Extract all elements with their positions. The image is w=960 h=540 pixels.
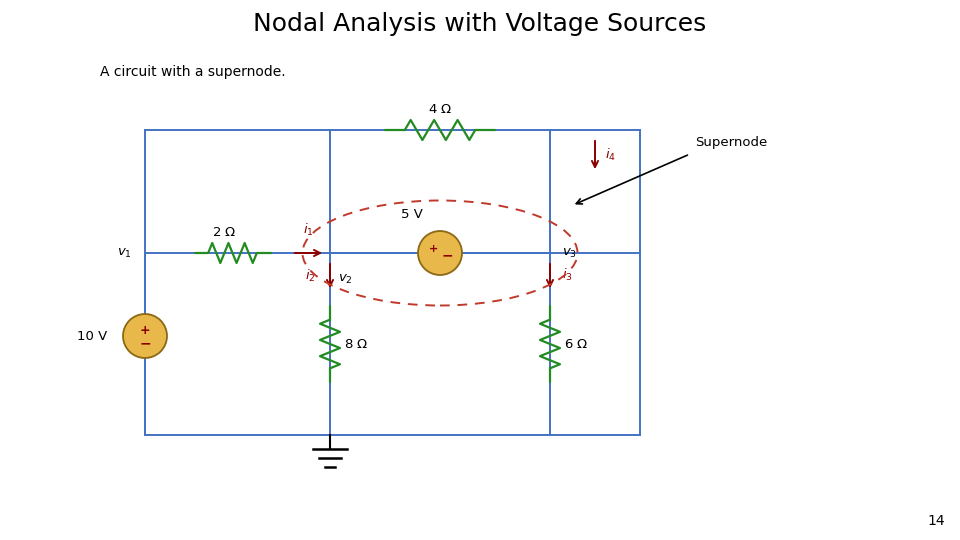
Text: $v_2$: $v_2$ xyxy=(338,273,352,286)
Text: 6 $\Omega$: 6 $\Omega$ xyxy=(564,338,588,350)
Text: $v_3$: $v_3$ xyxy=(562,246,577,260)
Text: Nodal Analysis with Voltage Sources: Nodal Analysis with Voltage Sources xyxy=(253,12,707,36)
Text: +: + xyxy=(428,244,438,254)
Text: 8 $\Omega$: 8 $\Omega$ xyxy=(344,338,369,350)
Circle shape xyxy=(123,314,167,358)
Text: 10 V: 10 V xyxy=(77,329,107,342)
Text: +: + xyxy=(140,323,151,336)
Text: 14: 14 xyxy=(927,514,945,528)
Text: $i_3$: $i_3$ xyxy=(562,267,573,283)
Text: −: − xyxy=(139,336,151,350)
Text: −: − xyxy=(442,248,453,262)
Text: $i_2$: $i_2$ xyxy=(305,268,316,284)
Text: 2 $\Omega$: 2 $\Omega$ xyxy=(212,226,236,239)
Text: $v_1$: $v_1$ xyxy=(117,246,132,260)
Text: A circuit with a supernode.: A circuit with a supernode. xyxy=(100,65,286,79)
Text: $i_4$: $i_4$ xyxy=(605,147,616,163)
Text: 5 V: 5 V xyxy=(401,208,423,221)
Text: 4 $\Omega$: 4 $\Omega$ xyxy=(428,103,452,116)
Text: $i_1$: $i_1$ xyxy=(302,222,313,238)
Circle shape xyxy=(418,231,462,275)
Text: Supernode: Supernode xyxy=(695,136,767,148)
